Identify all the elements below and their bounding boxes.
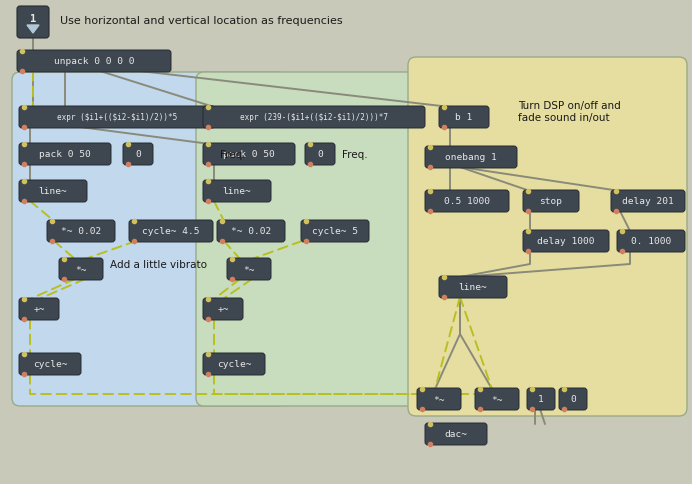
FancyBboxPatch shape: [19, 181, 87, 203]
Text: pack 0 50: pack 0 50: [39, 150, 91, 159]
Text: b 1: b 1: [455, 113, 473, 122]
Text: +~: +~: [217, 305, 229, 314]
Text: 0: 0: [135, 150, 141, 159]
Text: stop: stop: [540, 197, 563, 206]
FancyBboxPatch shape: [475, 388, 519, 410]
Text: line~: line~: [223, 187, 251, 196]
Text: delay 1000: delay 1000: [537, 237, 594, 246]
FancyBboxPatch shape: [19, 298, 59, 320]
FancyBboxPatch shape: [203, 144, 295, 166]
Text: Add a little vibrato: Add a little vibrato: [110, 259, 207, 270]
Text: line~: line~: [459, 283, 487, 292]
FancyBboxPatch shape: [425, 191, 509, 212]
Text: *~: *~: [491, 394, 503, 404]
Text: Freq.: Freq.: [342, 150, 367, 160]
FancyBboxPatch shape: [523, 230, 609, 253]
FancyBboxPatch shape: [123, 144, 153, 166]
FancyBboxPatch shape: [425, 147, 517, 168]
Polygon shape: [27, 26, 39, 34]
Text: *~ 0.02: *~ 0.02: [231, 227, 271, 236]
Text: 0. 1000: 0. 1000: [631, 237, 671, 246]
FancyBboxPatch shape: [203, 181, 271, 203]
FancyBboxPatch shape: [417, 388, 461, 410]
Text: 1: 1: [538, 394, 544, 404]
Text: Use horizontal and vertical location as frequencies: Use horizontal and vertical location as …: [60, 16, 343, 26]
FancyBboxPatch shape: [617, 230, 685, 253]
Text: 0: 0: [570, 394, 576, 404]
Text: line~: line~: [39, 187, 67, 196]
FancyBboxPatch shape: [611, 191, 685, 212]
Text: 0.5 1000: 0.5 1000: [444, 197, 490, 206]
FancyBboxPatch shape: [19, 353, 81, 375]
FancyBboxPatch shape: [305, 144, 335, 166]
FancyBboxPatch shape: [17, 7, 49, 39]
Text: pack 0 50: pack 0 50: [223, 150, 275, 159]
FancyBboxPatch shape: [17, 51, 171, 73]
FancyBboxPatch shape: [203, 353, 265, 375]
Text: *~ 0.02: *~ 0.02: [61, 227, 101, 236]
Text: cycle~: cycle~: [33, 360, 67, 369]
FancyBboxPatch shape: [203, 298, 243, 320]
Text: cycle~: cycle~: [217, 360, 251, 369]
Text: delay 201: delay 201: [622, 197, 674, 206]
FancyBboxPatch shape: [527, 388, 555, 410]
Text: 1: 1: [30, 14, 36, 23]
FancyBboxPatch shape: [12, 73, 286, 406]
Text: expr (239-($i1+(($i2-$i1)/2)))*7: expr (239-($i1+(($i2-$i1)/2)))*7: [240, 113, 388, 122]
FancyBboxPatch shape: [559, 388, 587, 410]
FancyBboxPatch shape: [19, 144, 111, 166]
Text: expr ($i1+(($i2-$i1)/2))*5: expr ($i1+(($i2-$i1)/2))*5: [57, 113, 177, 122]
FancyBboxPatch shape: [301, 221, 369, 242]
FancyBboxPatch shape: [217, 221, 285, 242]
Text: *~: *~: [75, 265, 86, 274]
FancyBboxPatch shape: [129, 221, 213, 242]
FancyBboxPatch shape: [203, 107, 425, 129]
FancyBboxPatch shape: [227, 258, 271, 280]
FancyBboxPatch shape: [523, 191, 579, 212]
FancyBboxPatch shape: [47, 221, 115, 242]
Text: unpack 0 0 0 0: unpack 0 0 0 0: [54, 58, 134, 66]
Text: +~: +~: [33, 305, 45, 314]
Text: cycle~ 4.5: cycle~ 4.5: [143, 227, 200, 236]
Text: *~: *~: [433, 394, 445, 404]
FancyBboxPatch shape: [439, 107, 489, 129]
Text: cycle~ 5: cycle~ 5: [312, 227, 358, 236]
Text: dac~: dac~: [444, 430, 468, 439]
Text: *~: *~: [244, 265, 255, 274]
Text: onebang 1: onebang 1: [445, 153, 497, 162]
FancyBboxPatch shape: [439, 276, 507, 298]
Text: Freq.: Freq.: [220, 150, 246, 160]
FancyBboxPatch shape: [59, 258, 103, 280]
FancyBboxPatch shape: [408, 58, 687, 416]
FancyBboxPatch shape: [425, 423, 487, 445]
Text: Turn DSP on/off and
fade sound in/out: Turn DSP on/off and fade sound in/out: [518, 101, 621, 122]
FancyBboxPatch shape: [19, 107, 215, 129]
FancyBboxPatch shape: [196, 73, 432, 406]
Text: 0: 0: [317, 150, 323, 159]
